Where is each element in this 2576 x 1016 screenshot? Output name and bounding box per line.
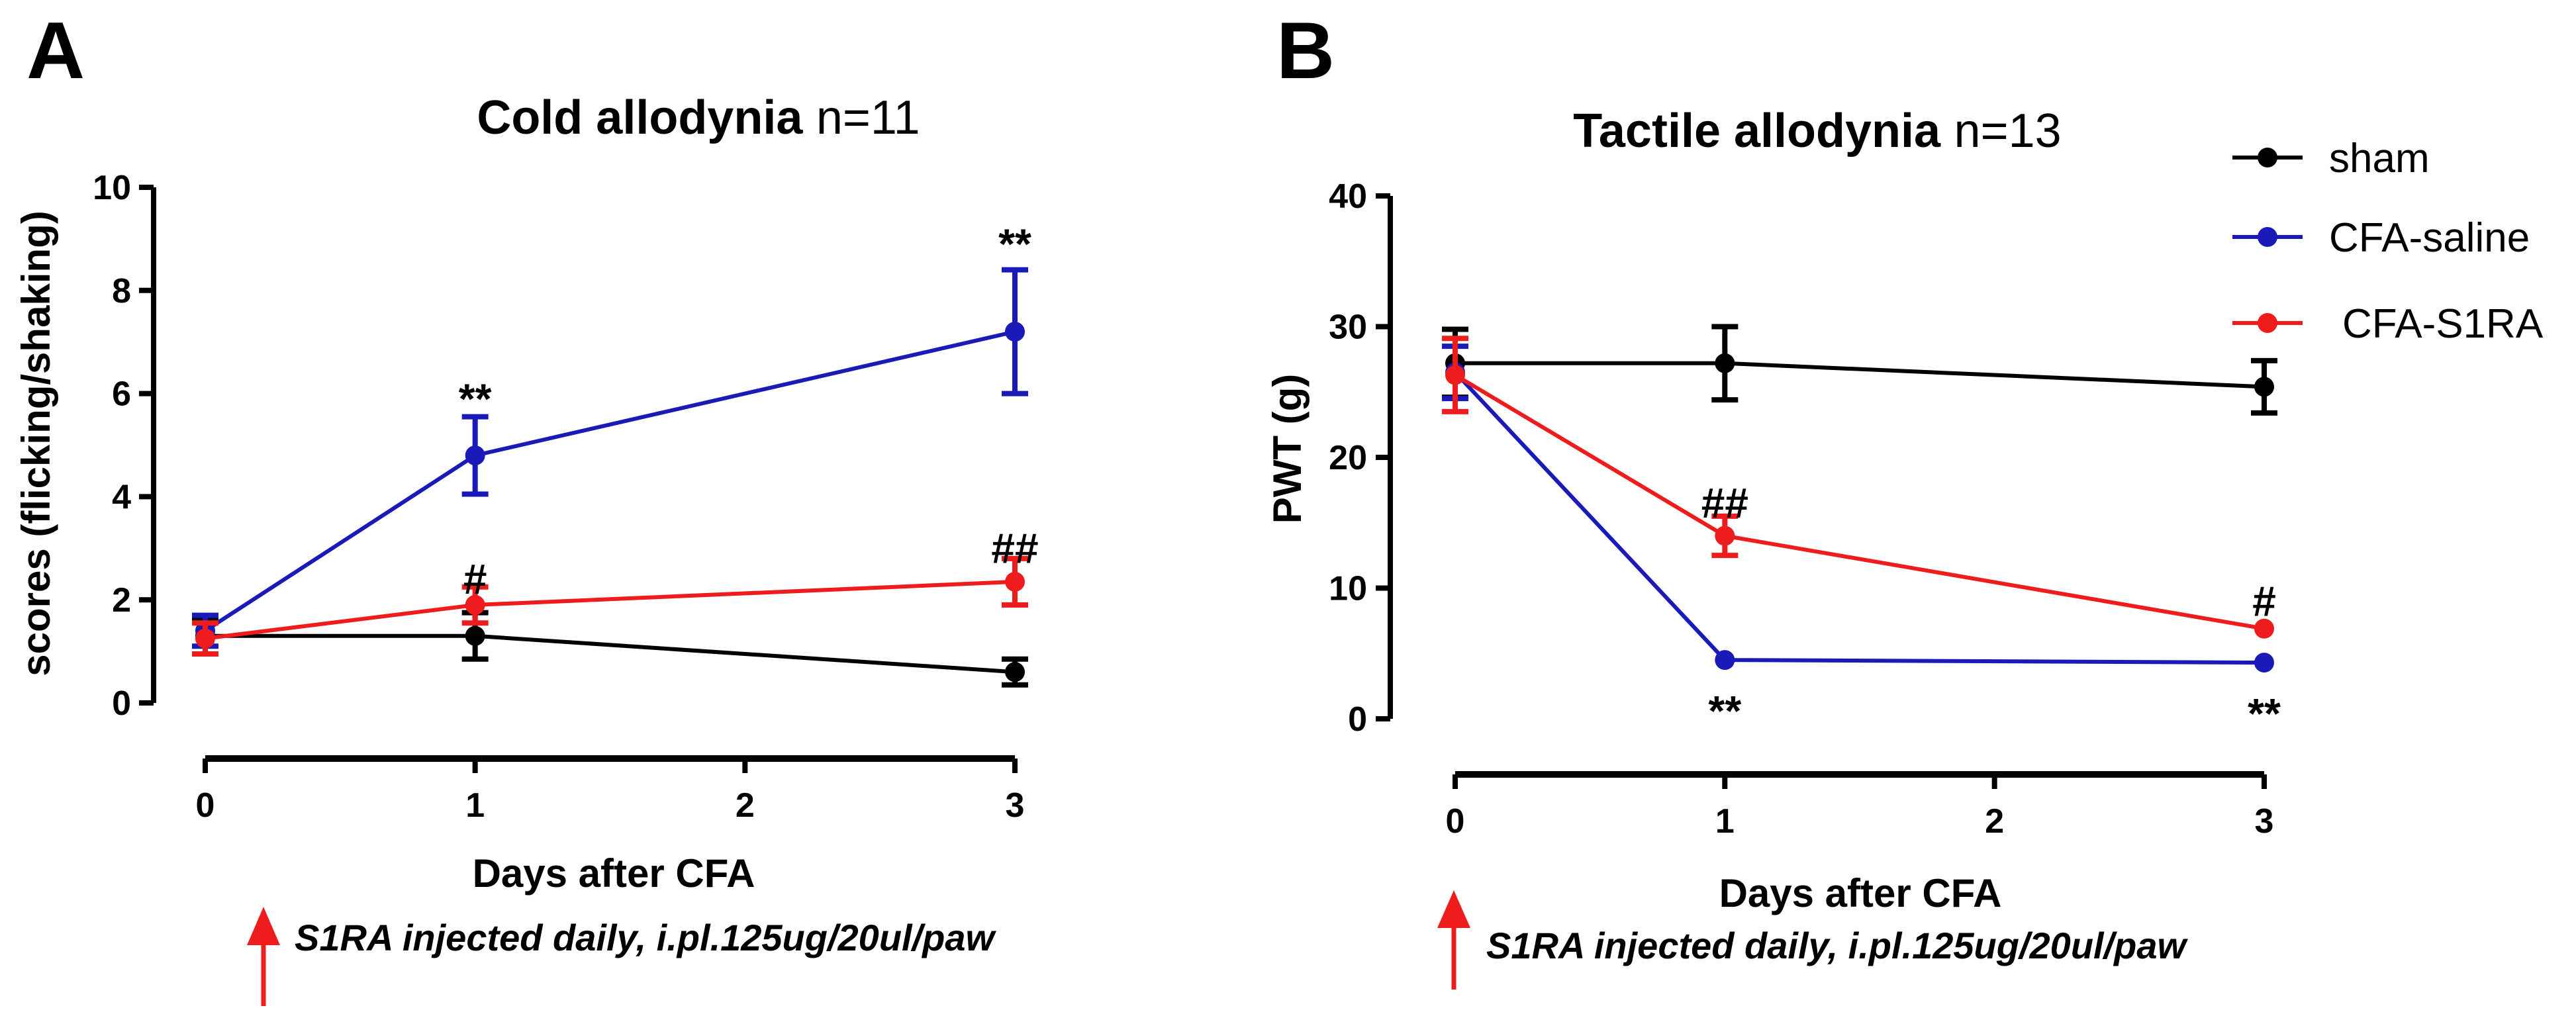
panel-b-y-label: PWT (g) [1265,374,1310,524]
panel-b-significance-mark: # [2252,577,2276,625]
panel-a-series [192,267,1028,688]
panel-b-sham-point [1715,353,1735,373]
panel-a-x-tick-label: 3 [1006,786,1025,825]
panel-a-y-axis: 0 2 4 6 8 10 [93,169,156,723]
panel-a-cfa-s1ra-point [195,628,215,649]
panel-a-title-bold: Cold allodynia [477,91,803,144]
panel-a-cfa-s1ra-point [465,594,485,615]
panel-a-letter: A [26,5,85,95]
panel-a-y-tick-label: 2 [112,581,131,620]
panel-a-x-tick-label: 0 [196,786,215,825]
legend-cfa-saline-label: CFA-saline [2329,215,2530,261]
panel-b-note: S1RA injected daily, i.pl.125ug/20ul/paw [1486,925,2188,966]
panel-a-significance-mark: ** [459,375,492,422]
panel-a: A Cold allodynia n=11 0 2 4 6 8 10 0 1 2 3 score… [14,5,1039,1006]
panel-a-y-tick-label: 4 [112,478,131,516]
panel-b-letter: B [1276,5,1335,95]
panel-a-x-tick-label: 2 [736,786,755,825]
panel-a-y-tick-label: 10 [93,169,131,207]
panel-b-significance-mark: ## [1701,479,1748,527]
panel-a-y-tick-label: 6 [112,375,131,414]
panel-b-title-n: n=13 [1954,105,2062,158]
panel-b-injection-arrow [1437,890,1470,990]
panel-b-cfa-saline-point [1715,650,1735,670]
panel-b-sham-line [1455,361,2265,389]
panel-a-x-axis: 0 1 2 3 [196,755,1025,825]
panel-b-y-tick-label: 30 [1329,308,1367,347]
panel-b-x-tick-label: 2 [1985,802,2004,841]
panel-b-cfa-s1ra-point [1715,526,1735,546]
panel-a-significance-mark: ** [998,220,1031,268]
legend-cfa-saline-swatch-marker [2258,227,2277,247]
panel-b-title-bold: Tactile allodynia [1573,105,1941,158]
panel-b-x-tick-label: 3 [2255,802,2274,841]
legend: sham CFA-saline CFA-S1RA [2232,136,2544,347]
panel-b-arrow-head [1437,890,1470,928]
panel-b-cfa-saline-line [1453,371,2265,665]
panel-b-y-tick-label: 40 [1329,177,1367,216]
panel-a-x-label: Days after CFA [473,851,755,896]
panel-b-cfa-s1ra-point [1445,365,1465,385]
panel-b-significance-mark: ** [1708,687,1741,735]
legend-sham-label: sham [2329,136,2430,181]
legend-cfa-s1ra-label: CFA-S1RA [2342,301,2544,347]
panel-b-y-tick-label: 0 [1348,700,1367,739]
panel-b-x-axis: 0 1 2 3 [1446,771,2274,841]
panel-a-title: Cold allodynia n=11 [477,91,920,144]
panel-a-cfa-saline-point [1005,322,1025,342]
legend-sham-swatch-marker [2258,148,2277,167]
panel-b-title: Tactile allodynia n=13 [1573,105,2061,158]
panel-b-y-tick-label: 10 [1329,570,1367,608]
panel-a-sham-point [1005,662,1025,682]
panel-a-significance-mark: # [463,555,487,603]
panel-a-cfa-s1ra-line [205,579,1016,641]
panel-a-cfa-saline-point [465,445,485,466]
panel-b-sham-point [2254,377,2274,397]
panel-a-title-n: n=11 [816,91,920,144]
panel-b-x-tick-label: 0 [1446,802,1465,841]
panel-a-y-tick-label: 0 [112,684,131,723]
panel-a-arrow-head [247,907,280,945]
panel-a-sham-line [205,633,1016,674]
panel-a-annotations: ****### [459,220,1039,603]
panel-a-note: S1RA injected daily, i.pl.125ug/20ul/paw [295,917,996,958]
panel-b-series [1442,324,2277,673]
panel-a-y-label: scores (flicking/shaking) [14,210,58,676]
panel-a-sham-point [465,625,485,646]
panel-a-cfa-s1ra-point [1005,571,1025,592]
panel-b-annotations: ###** ** [1701,479,2281,737]
panel-b-x-tick-label: 1 [1715,802,1735,841]
panel-b-cfa-saline-point [2254,653,2274,673]
panel-b-y-axis: 0 10 20 30 40 [1329,177,1393,739]
panel-b-y-tick-label: 20 [1329,439,1367,477]
panel-a-injection-arrow [247,907,280,1006]
panel-a-significance-mark: ## [991,524,1038,572]
panel-b-x-label: Days after CFA [1719,871,2002,915]
panel-b-significance-mark: ** [2248,690,2281,737]
panel-a-y-tick-label: 8 [112,272,131,310]
panel-a-x-tick-label: 1 [465,786,485,825]
panel-b-cfa-s1ra-point [2254,618,2274,639]
legend-cfa-s1ra-swatch-marker [2258,313,2277,333]
